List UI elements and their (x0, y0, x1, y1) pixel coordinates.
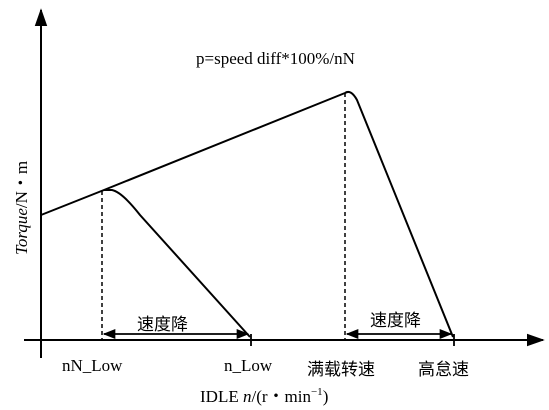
x-axis-label-exp: −1 (311, 386, 323, 398)
n-low-label: n_Low (224, 356, 273, 375)
low-speed-droop-curve (104, 189, 251, 338)
x-axis-label-prefix: IDLE (200, 387, 243, 406)
full-load-droop-curve (344, 90, 454, 338)
x-axis-label: IDLE n/(r・min−1) (200, 386, 328, 406)
y-axis-label-unit: /N・m (12, 161, 31, 208)
full-load-torque-curve (40, 92, 346, 216)
high-idle-speed-label: 高怠速 (418, 360, 469, 380)
y-axis-label: Torque/N・m (12, 161, 31, 255)
y-axis-label-italic: Torque (12, 208, 31, 255)
nN-low-label: nN_Low (62, 356, 123, 375)
droop-left-label: 速度降 (137, 315, 188, 335)
x-axis-label-unit: /(r・min (251, 387, 311, 406)
formula-text: p=speed diff*100%/nN (196, 49, 355, 68)
droop-right-label: 速度降 (370, 311, 421, 331)
full-load-speed-label: 满载转速 (307, 360, 375, 380)
x-axis-label-close: ) (323, 387, 329, 406)
x-axis-label-var: n (243, 387, 252, 406)
